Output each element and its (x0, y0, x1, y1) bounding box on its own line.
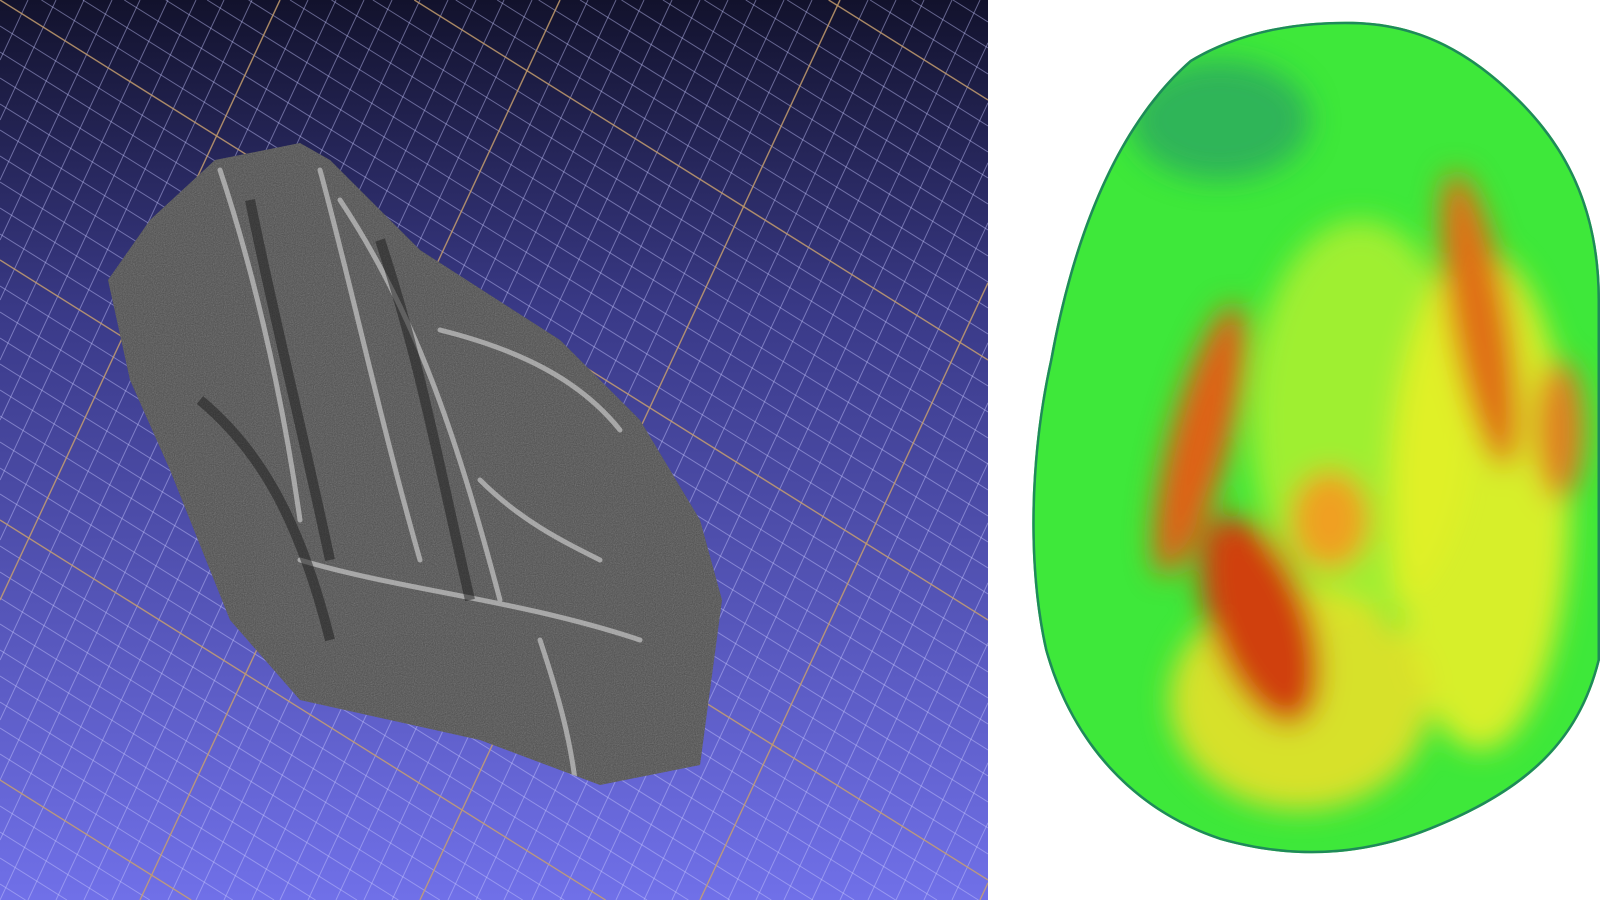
grid-line (206, 0, 988, 491)
grid-line (951, 822, 988, 900)
grid-line (621, 0, 988, 231)
grid-line (289, 0, 988, 439)
grid-line (952, 0, 988, 23)
grid-line (662, 0, 988, 205)
grid-line (248, 0, 988, 465)
grid-line (496, 0, 988, 309)
grid-line (0, 623, 441, 900)
grid-line (0, 883, 26, 900)
grid-line (0, 0, 225, 481)
grid-line (0, 0, 141, 301)
grid-line (869, 0, 988, 75)
grid-line (0, 519, 606, 900)
grid-line (0, 597, 482, 900)
grid-line (413, 0, 988, 361)
grid-line (0, 571, 523, 900)
grid-line (867, 642, 988, 900)
grid-line (755, 402, 988, 900)
grid-line (783, 462, 988, 900)
grid-line (811, 522, 988, 900)
grid-line (0, 805, 151, 900)
grid-line (0, 0, 113, 241)
grid-line (0, 0, 169, 361)
grid-line (979, 882, 988, 900)
grid-line (0, 0, 197, 421)
grid-line (0, 0, 29, 61)
grid-line (0, 675, 358, 900)
grid-line (643, 162, 988, 900)
grid-line (0, 779, 192, 900)
grid-line (455, 0, 988, 335)
grid-line (828, 0, 988, 101)
grid-line (839, 582, 988, 900)
mesh-viewport-3d[interactable] (0, 0, 988, 900)
grid-line (923, 762, 988, 900)
grid-line (41, 0, 988, 595)
grid-line (745, 0, 988, 153)
grid-line (538, 0, 988, 283)
grid-line (0, 857, 68, 900)
grid-line (786, 0, 988, 127)
grid-line (0, 649, 399, 900)
grid-line (331, 0, 988, 413)
grid-line (895, 702, 988, 900)
grid-line (0, 701, 316, 900)
grid-line (727, 342, 988, 900)
grid-line (165, 0, 988, 517)
grid-line (82, 0, 988, 569)
grid-line (911, 0, 988, 49)
grid-line (0, 753, 233, 900)
grid-line (0, 831, 109, 900)
grid-line (0, 727, 275, 900)
grid-line (372, 0, 988, 387)
grid-line (671, 222, 988, 900)
heatmap-view[interactable] (988, 0, 1600, 900)
heatmap-mesh[interactable] (1020, 0, 1600, 900)
grid-line (0, 545, 565, 900)
grid-line (124, 0, 988, 543)
grid-line (579, 0, 988, 257)
grid-line (0, 0, 85, 181)
grid-line (704, 0, 988, 179)
grid-line (0, 0, 57, 121)
grid-line (699, 282, 988, 900)
